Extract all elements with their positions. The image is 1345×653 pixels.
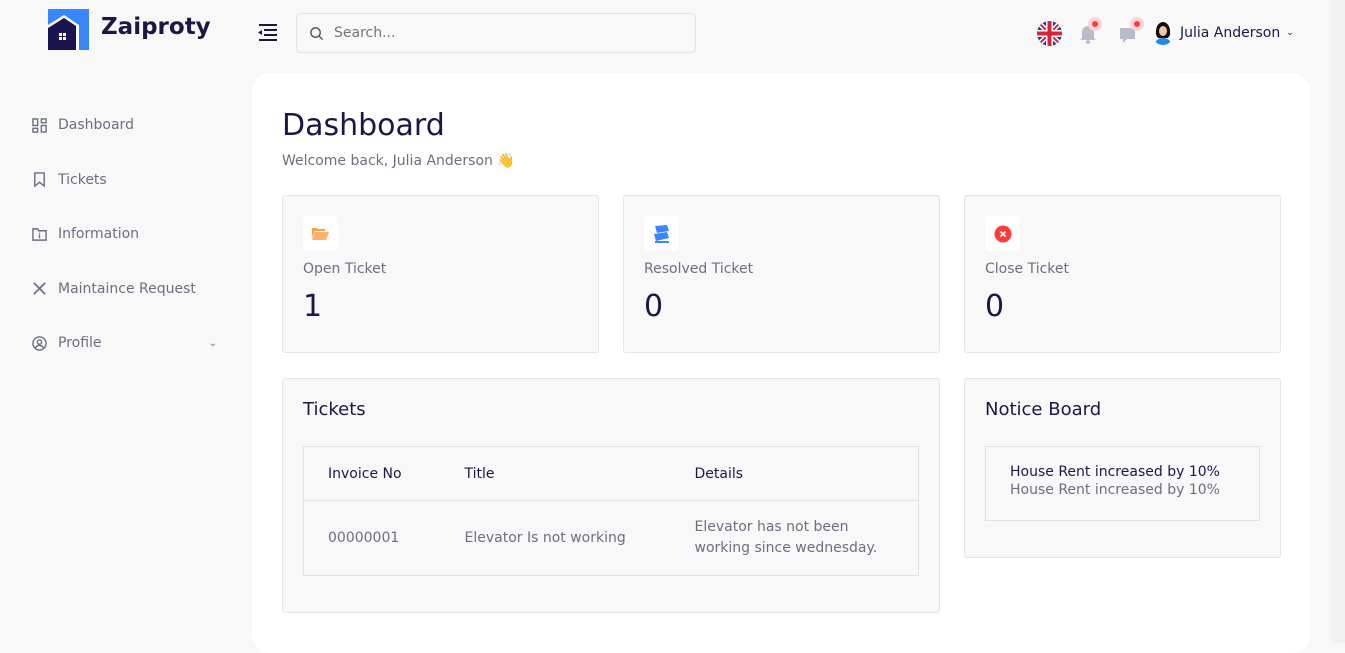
tickets-panel: Tickets Invoice No Title Details 0000000…	[282, 378, 940, 613]
chevron-down-icon: ⌄	[1286, 28, 1294, 38]
stat-card-open: Open Ticket 1	[282, 195, 599, 353]
search-input[interactable]	[334, 25, 664, 41]
close-circle-icon	[985, 216, 1020, 251]
notification-dot	[1092, 21, 1098, 27]
notice-board-title: Notice Board	[985, 399, 1102, 420]
table-row[interactable]: 00000001 Elevator Is not working Elevato…	[328, 519, 878, 556]
info-folder-icon	[32, 227, 47, 241]
notice-board-panel: Notice Board House Rent increased by 10%…	[964, 378, 1281, 558]
search-box[interactable]	[296, 13, 696, 53]
column-header[interactable]: Details	[670, 446, 919, 501]
user-name: Julia Anderson	[1180, 25, 1281, 41]
stat-card-resolved: Resolved Ticket 0	[623, 195, 940, 353]
notifications-button[interactable]	[1070, 20, 1104, 46]
search-icon	[310, 26, 324, 40]
tools-icon	[33, 282, 46, 295]
dashboard-icon	[32, 117, 47, 133]
user-circle-icon	[32, 335, 47, 351]
menu-toggle-icon[interactable]	[257, 24, 279, 42]
welcome-text: Welcome back, Julia Anderson 👋	[282, 153, 515, 169]
logo[interactable]	[48, 9, 89, 50]
bell-icon	[1080, 26, 1096, 44]
bookmark-icon	[34, 172, 45, 188]
column-header[interactable]: Title	[440, 446, 671, 501]
column-header[interactable]: Invoice No	[303, 446, 441, 501]
avatar	[1152, 21, 1174, 45]
sidebar: Dashboard Tickets Information Maintaince…	[32, 98, 217, 371]
stat-value: 0	[985, 289, 1005, 324]
house-logo-icon	[48, 15, 79, 50]
page-title: Dashboard	[282, 108, 445, 143]
scrollbar[interactable]	[1331, 0, 1345, 643]
sidebar-item-maintenance-request[interactable]: Maintaince Request	[32, 262, 217, 317]
sidebar-item-information[interactable]: Information	[32, 207, 217, 262]
uk-flag-icon[interactable]	[1037, 20, 1062, 46]
ticket-icon	[644, 216, 679, 251]
chat-icon	[1120, 28, 1135, 43]
brand-name: Zaiproty	[101, 14, 211, 40]
chevron-down-icon[interactable]: ⌄	[208, 337, 217, 349]
sidebar-item-profile[interactable]: Profile ⌄	[32, 316, 217, 371]
folder-open-icon	[303, 216, 338, 251]
stat-card-closed: Close Ticket 0	[964, 195, 1281, 353]
stat-value: 0	[644, 289, 664, 324]
messages-button[interactable]	[1112, 20, 1146, 46]
tickets-title: Tickets	[303, 399, 366, 420]
message-dot	[1134, 21, 1140, 27]
stat-value: 1	[303, 289, 323, 324]
notice-item[interactable]: House Rent increased by 10% House Rent i…	[985, 446, 1260, 521]
sidebar-item-dashboard[interactable]: Dashboard	[32, 98, 217, 153]
sidebar-item-tickets[interactable]: Tickets	[32, 153, 217, 208]
tickets-table: Invoice No Title Details 00000001 Elevat…	[303, 446, 919, 576]
user-menu[interactable]: Julia Anderson ⌄	[1152, 21, 1294, 45]
